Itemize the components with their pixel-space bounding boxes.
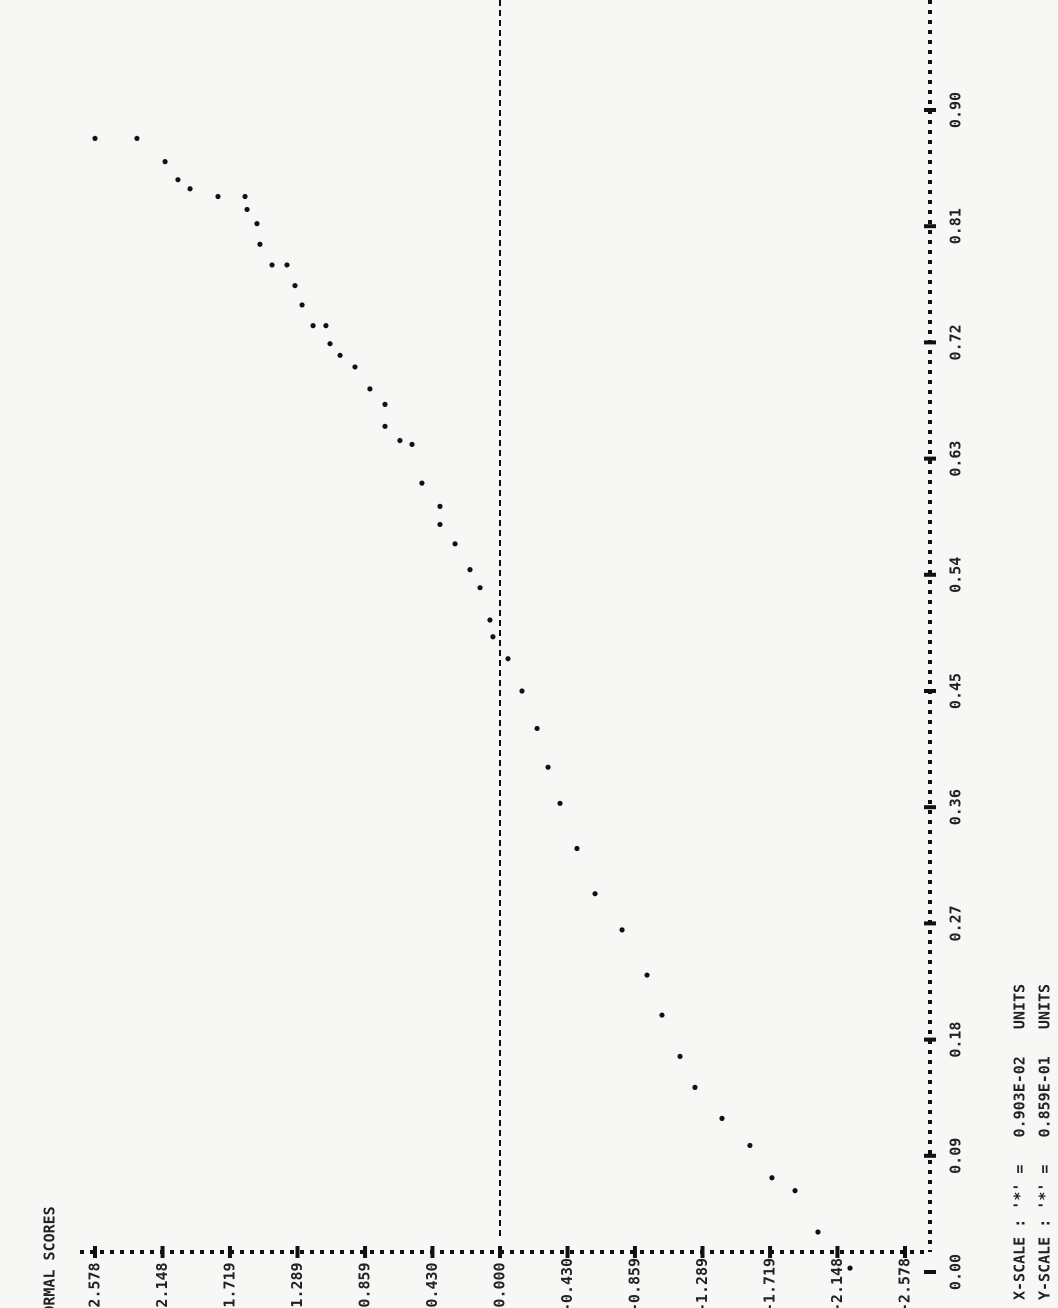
point (299, 302, 305, 308)
point (487, 617, 493, 623)
point (187, 186, 193, 192)
point (534, 725, 540, 732)
point (397, 437, 403, 444)
x-tick-label: 0.63 (947, 441, 965, 477)
point (692, 1084, 698, 1090)
point (254, 221, 260, 227)
point (327, 341, 333, 347)
point (242, 193, 248, 200)
y-tick-label: -0.430 (558, 1258, 576, 1308)
y-tick-label: -1.289 (693, 1258, 711, 1308)
point (310, 323, 316, 329)
point (719, 1115, 725, 1121)
point (747, 1142, 753, 1149)
x-tick-label: 0.45 (947, 673, 965, 709)
point (545, 764, 551, 770)
point (592, 891, 598, 897)
y-tick-label: 0.430 (423, 1262, 441, 1307)
point (419, 480, 425, 486)
point (352, 364, 358, 370)
point (367, 386, 373, 392)
x-tick-label: 0.18 (947, 1022, 965, 1058)
point (815, 1229, 821, 1235)
point (519, 688, 525, 694)
point (677, 1053, 683, 1059)
point (284, 262, 290, 268)
point (467, 567, 473, 573)
y-tick-label: 1.289 (288, 1262, 306, 1307)
point (215, 193, 221, 200)
y-tick-label: 2.578 (86, 1262, 104, 1307)
x-tick-label: 0.72 (947, 324, 965, 360)
y-tick-label: -2.148 (828, 1258, 846, 1308)
y-tick-label: -2.578 (896, 1258, 914, 1308)
point (92, 135, 98, 142)
x-tick-label: 0.09 (947, 1138, 965, 1174)
point (619, 927, 625, 933)
x-tick-label: 0.81 (947, 208, 965, 244)
point (452, 541, 458, 547)
y-tick-label: 2.148 (153, 1262, 171, 1307)
y-tick-label: -1.719 (761, 1258, 779, 1308)
point (557, 800, 563, 806)
point (574, 845, 580, 852)
y-tick-label: 1.719 (220, 1262, 238, 1307)
point (477, 585, 483, 591)
chart-title: NORMAL SCORES (41, 1206, 59, 1308)
point (134, 135, 140, 142)
point (269, 262, 275, 268)
x-scale-note: X-SCALE : '*' = 0.903E-02 UNITS (1011, 984, 1029, 1300)
point (244, 206, 250, 213)
point (382, 401, 388, 407)
x-tick-label: 0.54 (947, 557, 965, 593)
point (292, 282, 298, 289)
x-tick-label: 0.27 (947, 905, 965, 941)
point (409, 441, 415, 447)
y-scale-note: Y-SCALE : '*' = 0.859E-01 UNITS (1036, 984, 1054, 1300)
x-tick-label: 0.36 (947, 789, 965, 825)
point (257, 241, 263, 247)
point (847, 1265, 853, 1271)
point (490, 634, 496, 640)
point (792, 1188, 798, 1194)
point (437, 521, 443, 528)
x-tick-label: 0.00 (947, 1254, 965, 1290)
x-tick-label: 0.90 (947, 92, 965, 128)
point (382, 423, 388, 429)
point (175, 177, 181, 183)
point (337, 352, 343, 358)
y-tick-label: 0.859 (356, 1262, 374, 1307)
point (769, 1175, 775, 1181)
point (659, 1012, 665, 1018)
y-tick-label: 0.000 (491, 1262, 509, 1307)
point (644, 972, 650, 978)
point (437, 503, 443, 509)
y-tick-label: -0.859 (625, 1258, 643, 1308)
point (323, 323, 329, 329)
point (505, 656, 511, 662)
point (162, 159, 168, 165)
